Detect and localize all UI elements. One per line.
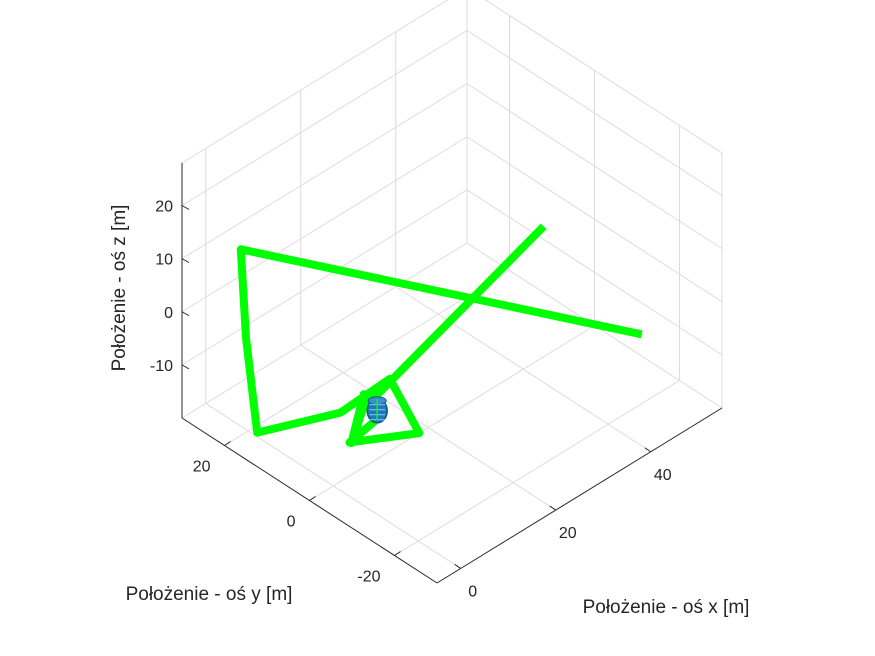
pane-edge	[181, 0, 449, 164]
y-tick-label: -20	[357, 569, 380, 586]
series-line	[236, 223, 643, 448]
z-tick-label: -10	[150, 358, 173, 375]
y-tick-label: 0	[287, 514, 296, 531]
grid-line-z	[181, 83, 468, 260]
data-series	[236, 223, 643, 448]
y-axis-label: Położenie - oś y [m]	[126, 584, 293, 605]
grid-line-z	[181, 136, 468, 313]
y-tick-mark	[394, 551, 401, 556]
grid-line-z	[466, 30, 723, 196]
grid-lines	[181, 0, 723, 569]
x-axis-line	[436, 407, 723, 584]
x-tick-mark	[454, 564, 462, 569]
x-tick-label: 40	[654, 467, 672, 484]
z-tick-label: 10	[155, 252, 173, 269]
z-tick-label: 20	[155, 199, 173, 216]
x-axis-label: Położenie - oś x [m]	[583, 597, 750, 618]
z-tick-mark	[181, 205, 190, 210]
z-tick-mark	[181, 311, 190, 317]
grid-line-y	[394, 380, 680, 556]
grid-line-z	[181, 189, 468, 366]
axes	[181, 163, 723, 584]
grid-line-z	[466, 189, 723, 356]
y-tick-label: 20	[193, 459, 211, 476]
z-tick-mark	[181, 364, 190, 370]
z-tick-mark	[181, 258, 190, 264]
drone-marker	[366, 396, 388, 424]
z-tick-label: 0	[164, 305, 173, 322]
grid-line-y	[309, 325, 595, 501]
x-tick-mark	[549, 505, 557, 511]
z-axis-label: Położenie - oś z [m]	[109, 205, 130, 372]
x-tick-label: 0	[468, 583, 477, 600]
y-tick-mark	[224, 441, 231, 446]
x-tick-mark	[644, 447, 652, 453]
y-tick-mark	[309, 496, 316, 501]
pane-edge	[181, 242, 468, 419]
pane-edge	[484, 0, 723, 154]
grid-line-z	[466, 83, 723, 250]
grid-line-z	[181, 30, 468, 206]
x-tick-label: 20	[559, 525, 577, 542]
grid-line-z	[466, 136, 723, 303]
tick-labels: 0 20 40 -20 0 20 -10 0 10 20	[150, 199, 672, 601]
